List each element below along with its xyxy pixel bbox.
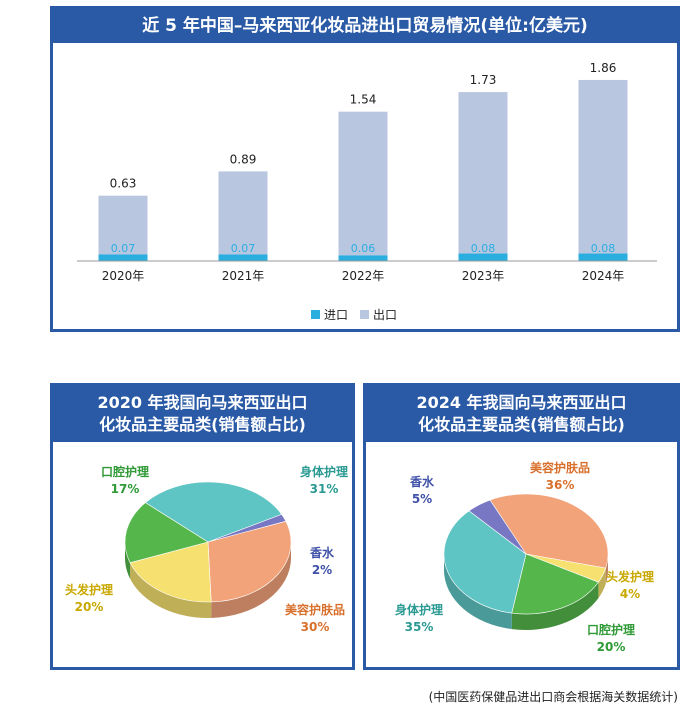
pie-2024-panel: 2024 年我国向马来西亚出口 化妆品主要品类(销售额占比) 美容护肤品 36% 头… — [363, 383, 680, 670]
bar-import-4 — [578, 253, 628, 261]
pie-2020-chart: 身体护理 31% 香水 2% 美容护肤品 30% 头发护理 20% 口腔护理 17% — [65, 464, 348, 634]
pie-slice-2 — [207, 520, 292, 603]
bar-import-value-label: 0.07 — [111, 242, 136, 255]
bar-export-value-label: 1.54 — [350, 93, 377, 107]
pie-slice-4 — [468, 499, 527, 555]
pie-percent-label: 31% — [310, 482, 339, 496]
pie-slice-4 — [124, 502, 209, 564]
x-tick-label: 2024年 — [582, 269, 625, 283]
legend-label-export: 出口 — [373, 308, 397, 322]
pie-percent-label: 36% — [546, 478, 575, 492]
legend-swatch-import — [311, 310, 320, 319]
trade-chart-panel: 近 5 年中国–马来西亚化妆品进出口贸易情况(单位:亿美元) 0.63 0.07 2… — [50, 6, 680, 332]
chart-legend: 进口 出口 — [311, 308, 397, 322]
pie-slice-side — [211, 542, 291, 618]
bar-export-value-label: 1.73 — [470, 73, 497, 87]
pie-category-label: 香水 — [409, 474, 435, 489]
pie-category-label: 头发护理 — [65, 582, 113, 597]
legend-label-import: 进口 — [324, 308, 348, 322]
pie-slice-2 — [511, 553, 599, 615]
bar-export-value-label: 1.86 — [590, 61, 617, 75]
pie-category-label: 香水 — [309, 545, 335, 560]
pie-2024-chart: 美容护肤品 36% 头发护理 4% 口腔护理 20% 身体护理 35% 香水 5% — [395, 460, 654, 654]
data-source-note: (中国医药保健品进出口商会根据海关数据统计) — [428, 690, 678, 704]
bar-export-4 — [578, 79, 628, 254]
pie-percent-label: 35% — [405, 620, 434, 634]
pie-slice-side — [511, 582, 599, 630]
pie-2020-title-line1: 2020 年我国向马来西亚出口 — [97, 393, 308, 412]
bar-export-2 — [338, 111, 388, 256]
x-tick-label: 2020年 — [102, 269, 145, 283]
pie-percent-label: 17% — [111, 482, 140, 496]
pie-category-label: 身体护理 — [300, 464, 348, 479]
pie-2020-title-line2: 化妆品主要品类(销售额占比) — [99, 415, 306, 434]
pie-slice-side — [598, 568, 606, 599]
pie-slice-side — [130, 562, 212, 618]
legend-swatch-export — [360, 310, 369, 319]
x-tick-label: 2023年 — [462, 269, 505, 283]
bar-export-3 — [458, 92, 508, 254]
bar-import-value-label: 0.07 — [231, 242, 256, 255]
pie-percent-label: 20% — [75, 600, 104, 614]
pie-2024-title: 2024 年我国向马来西亚出口 化妆品主要品类(销售额占比) — [366, 386, 677, 442]
pie-slice-side — [125, 542, 131, 579]
bar-import-value-label: 0.08 — [471, 242, 496, 255]
bar-import-3 — [458, 253, 508, 261]
pie-slice-3 — [443, 510, 527, 614]
pie-slice-side — [444, 554, 512, 630]
pie-percent-label: 4% — [620, 587, 640, 601]
pie-category-label: 口腔护理 — [101, 464, 149, 479]
pie-slice-0 — [489, 493, 609, 569]
pie-percent-label: 30% — [301, 620, 330, 634]
pie-2020-title: 2020 年我国向马来西亚出口 化妆品主要品类(销售额占比) — [53, 386, 352, 442]
pie-percent-label: 2% — [312, 563, 332, 577]
pie-percent-label: 5% — [412, 492, 432, 506]
pie-percent-label: 20% — [597, 640, 626, 654]
trade-chart-title: 近 5 年中国–马来西亚化妆品进出口贸易情况(单位:亿美元) — [53, 9, 677, 43]
bar-export-value-label: 0.63 — [110, 177, 137, 191]
pie-2020-panel: 2020 年我国向马来西亚出口 化妆品主要品类(销售额占比) 身体护理 31% 香水… — [50, 383, 355, 670]
pie-slice-3 — [129, 541, 212, 603]
bar-import-value-label: 0.08 — [591, 242, 616, 255]
x-tick-label: 2021年 — [222, 269, 265, 283]
pie-category-label: 美容护肤品 — [285, 602, 345, 617]
bar-export-value-label: 0.89 — [230, 152, 257, 166]
pie-category-label: 身体护理 — [395, 602, 443, 617]
pie-2024-title-line1: 2024 年我国向马来西亚出口 — [416, 393, 627, 412]
x-tick-label: 2022年 — [342, 269, 385, 283]
pie-category-label: 头发护理 — [606, 569, 654, 584]
pie-category-label: 美容护肤品 — [530, 460, 590, 475]
trade-bar-chart: 0.63 0.07 2020年 0.89 0.07 2021年 1.54 0.06 2022年 1… — [77, 61, 657, 322]
bar-import-1 — [218, 254, 268, 261]
bar-export-1 — [218, 171, 268, 255]
bar-import-value-label: 0.06 — [351, 242, 376, 255]
bar-import-2 — [338, 255, 388, 261]
pie-2024-title-line2: 化妆品主要品类(销售额占比) — [418, 415, 625, 434]
bar-export-0 — [98, 195, 148, 255]
pie-category-label: 口腔护理 — [587, 622, 635, 637]
bar-import-0 — [98, 254, 148, 261]
